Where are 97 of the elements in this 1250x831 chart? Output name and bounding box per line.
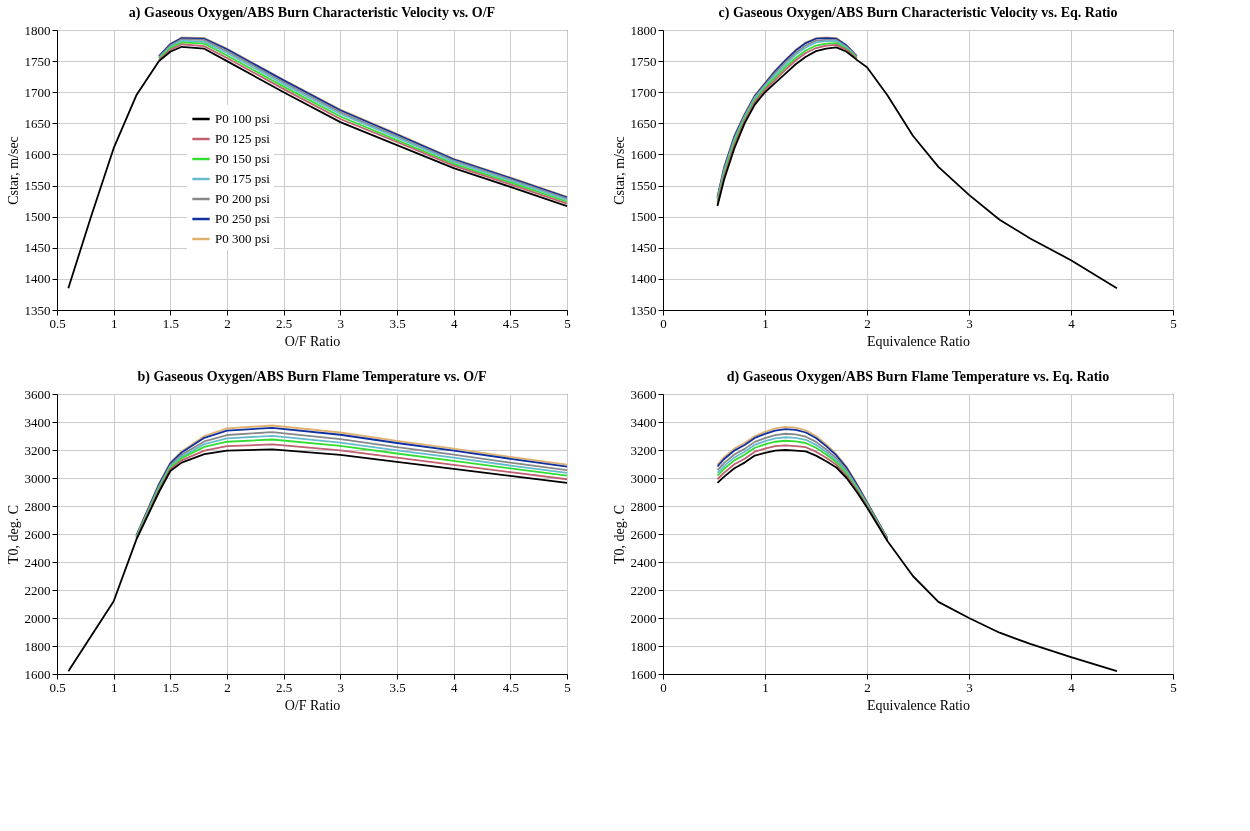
y-tick-label: 1400 — [24, 271, 51, 287]
legend-label: P0 175 psi — [215, 171, 271, 186]
legend-label: P0 200 psi — [215, 191, 271, 206]
x-tick-label: 3 — [337, 679, 345, 695]
y-tick-label: 1600 — [630, 146, 657, 162]
y-tick-label: 2600 — [630, 526, 657, 542]
y-tick-label: 1750 — [24, 53, 51, 69]
x-tick-label: 0.5 — [49, 315, 66, 331]
y-tick-label: 1450 — [24, 240, 51, 256]
chart-title: d) Gaseous Oxygen/ABS Burn Flame Temperature vs. Eq. Ratio — [726, 369, 1110, 385]
x-tick-label: 5 — [564, 679, 571, 695]
x-tick-label: 2 — [224, 315, 231, 331]
x-tick-label: 1 — [110, 315, 118, 331]
y-tick-label: 1700 — [24, 84, 51, 100]
y-tick-label: 1600 — [24, 146, 51, 162]
x-axis-title: Equivalence Ratio — [866, 333, 971, 349]
y-tick-label: 3400 — [630, 414, 657, 430]
y-axis-title: Cstar, m/sec — [611, 136, 627, 205]
legend-label: P0 300 psi — [215, 231, 271, 246]
x-tick-label: 2 — [224, 679, 231, 695]
y-tick-label: 2800 — [630, 498, 657, 514]
line-series — [67, 45, 568, 290]
legend-label: P0 150 psi — [215, 151, 271, 166]
x-tick-label: 2.5 — [276, 315, 293, 331]
x-tick-label: 3 — [337, 315, 345, 331]
x-tick-label: 0.5 — [49, 679, 66, 695]
y-tick-label: 3400 — [24, 414, 51, 430]
x-axis-title: O/F Ratio — [284, 697, 341, 713]
x-tick-label: 0 — [660, 679, 667, 695]
x-tick-label: 4.5 — [502, 315, 519, 331]
chart-title: b) Gaseous Oxygen/ABS Burn Flame Temperature vs. O/F — [137, 369, 487, 385]
x-tick-label: 1.5 — [162, 315, 179, 331]
x-tick-label: 1.5 — [162, 679, 179, 695]
chart-title: a) Gaseous Oxygen/ABS Burn Characteristic Velocity vs. O/F — [128, 5, 496, 21]
x-tick-label: 4.5 — [502, 679, 519, 695]
y-tick-label: 2200 — [630, 582, 657, 598]
line-series — [716, 46, 1118, 290]
x-tick-label: 3 — [966, 315, 973, 331]
y-tick-label: 2000 — [24, 610, 51, 626]
y-tick-label: 2600 — [24, 526, 51, 542]
x-tick-label: 3.5 — [389, 315, 406, 331]
y-tick-label: 1650 — [24, 115, 51, 131]
y-tick-label: 1700 — [630, 84, 657, 100]
x-tick-label: 4 — [1068, 315, 1076, 331]
y-tick-label: 1650 — [630, 115, 657, 131]
y-tick-label: 1450 — [630, 240, 657, 256]
chart-title: c) Gaseous Oxygen/ABS Burn Characteristic Velocity vs. Eq. Ratio — [718, 5, 1118, 21]
x-tick-label: 1 — [762, 315, 769, 331]
y-tick-label: 3200 — [630, 442, 657, 458]
y-axis-title: Cstar, m/sec — [5, 136, 21, 205]
y-tick-label: 1400 — [630, 271, 657, 287]
y-tick-label: 1750 — [630, 53, 657, 69]
y-tick-label: 1350 — [630, 302, 657, 318]
x-tick-label: 5 — [1170, 679, 1177, 695]
x-tick-label: 2 — [864, 315, 871, 331]
y-tick-label: 1800 — [24, 638, 51, 654]
x-tick-label: 4 — [450, 315, 458, 331]
y-tick-label: 3600 — [24, 386, 51, 402]
y-tick-label: 1600 — [630, 666, 657, 682]
y-tick-label: 1800 — [630, 22, 657, 38]
y-tick-label: 1500 — [24, 209, 51, 225]
legend-label: P0 100 psi — [215, 111, 271, 126]
y-tick-label: 3600 — [630, 386, 657, 402]
y-tick-label: 2400 — [24, 554, 51, 570]
x-tick-label: 5 — [564, 315, 571, 331]
legend-label: P0 125 psi — [215, 131, 271, 146]
y-tick-label: 1600 — [24, 666, 51, 682]
x-tick-label: 4 — [1068, 679, 1076, 695]
x-tick-label: 3 — [966, 679, 973, 695]
y-tick-label: 1550 — [24, 178, 51, 194]
line-series — [716, 449, 1118, 673]
y-tick-label: 1800 — [630, 638, 657, 654]
y-tick-label: 1500 — [630, 209, 657, 225]
y-tick-label: 2400 — [630, 554, 657, 570]
line-series — [67, 448, 568, 673]
x-tick-label: 3.5 — [389, 679, 406, 695]
x-tick-label: 1 — [110, 679, 118, 695]
y-axis-title: T0, deg. C — [5, 504, 21, 565]
x-axis-title: O/F Ratio — [284, 333, 341, 349]
y-tick-label: 3000 — [24, 470, 51, 486]
legend-label: P0 250 psi — [215, 211, 271, 226]
y-tick-label: 2200 — [24, 582, 51, 598]
x-tick-label: 5 — [1170, 315, 1177, 331]
x-tick-label: 2.5 — [276, 679, 293, 695]
y-tick-label: 3200 — [24, 442, 51, 458]
y-tick-label: 2000 — [630, 610, 657, 626]
x-tick-label: 4 — [450, 679, 458, 695]
y-tick-label: 2800 — [24, 498, 51, 514]
y-tick-label: 1350 — [24, 302, 51, 318]
y-tick-label: 1550 — [630, 178, 657, 194]
y-tick-label: 3000 — [630, 470, 657, 486]
x-tick-label: 2 — [864, 679, 871, 695]
y-tick-label: 1800 — [24, 22, 51, 38]
x-tick-label: 0 — [660, 315, 667, 331]
x-tick-label: 1 — [762, 679, 769, 695]
x-axis-title: Equivalence Ratio — [866, 697, 971, 713]
y-axis-title: T0, deg. C — [611, 504, 627, 565]
